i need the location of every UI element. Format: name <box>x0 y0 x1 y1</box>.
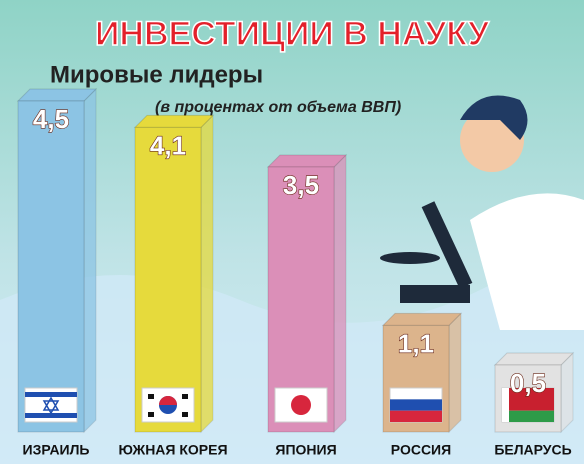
x-tick-label: ИЗРАИЛЬ <box>23 442 90 458</box>
scientist <box>380 95 584 330</box>
bar-side <box>83 87 97 434</box>
x-tick-label: ЯПОНИЯ <box>275 442 336 458</box>
chart-note: (в процентах от объема ВВП) <box>155 99 401 116</box>
bar-side <box>333 153 347 434</box>
flag <box>182 412 188 417</box>
flag <box>502 388 554 411</box>
bar-side <box>200 114 214 434</box>
flag <box>159 396 177 405</box>
value-label: 4,5 <box>33 104 69 134</box>
x-tick-label: ЮЖНАЯ КОРЕЯ <box>118 442 227 458</box>
bar-top <box>381 312 463 326</box>
flag <box>502 388 509 422</box>
flag <box>390 399 442 411</box>
flag <box>25 413 77 418</box>
flag <box>42 396 60 415</box>
flag <box>182 394 188 399</box>
flag <box>291 395 311 415</box>
bar-side <box>448 312 462 434</box>
bar-side <box>560 351 574 434</box>
x-tick-label: БЕЛАРУСЬ <box>494 442 571 458</box>
chart-subtitle: Мировые лидеры <box>50 61 263 88</box>
x-tick-label: РОССИЯ <box>391 442 451 458</box>
bar-top <box>16 88 98 102</box>
value-label: 1,1 <box>398 328 434 358</box>
value-label: 0,5 <box>510 368 546 398</box>
bar-top <box>266 154 348 168</box>
flag <box>148 412 154 417</box>
flag <box>25 392 77 397</box>
value-label: 4,1 <box>150 130 186 160</box>
flag <box>148 394 154 399</box>
chart-title: ИНВЕСТИЦИИ В НАУКУ <box>95 15 490 53</box>
bar <box>134 126 202 433</box>
flag <box>502 410 554 422</box>
bar <box>17 100 85 433</box>
flag <box>390 410 442 422</box>
bar-top <box>493 352 575 366</box>
value-label: 3,5 <box>283 170 319 200</box>
bar-top <box>133 114 215 128</box>
